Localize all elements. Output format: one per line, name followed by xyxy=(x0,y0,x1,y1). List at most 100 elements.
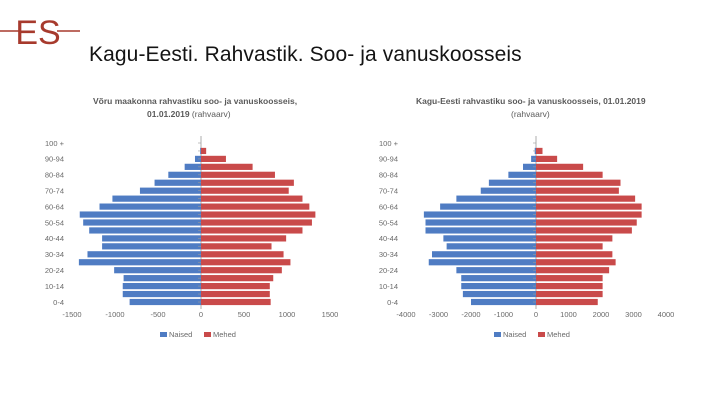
bar-mehed-35-39 xyxy=(536,243,603,250)
bar-mehed-55-59 xyxy=(201,211,316,218)
bar-naised-0-4 xyxy=(129,298,201,306)
y-tick-label: 50-54 xyxy=(45,218,64,227)
logo-text: ES xyxy=(15,14,60,52)
y-tick-label: 60-64 xyxy=(45,202,64,211)
legend-swatch-naised xyxy=(160,332,167,337)
bar-mehed-60-64 xyxy=(536,203,642,210)
legend-swatch-mehed xyxy=(538,332,545,337)
bar-mehed-85-89 xyxy=(201,163,253,170)
y-tick-label: 20-24 xyxy=(45,266,64,275)
bar-mehed-5-9 xyxy=(536,290,603,298)
bar-mehed-20-24 xyxy=(201,267,282,274)
bar-mehed-55-59 xyxy=(536,211,642,218)
y-tick-label: 100 + xyxy=(379,139,399,148)
bar-mehed-0-4 xyxy=(536,298,598,306)
bar-mehed-85-89 xyxy=(536,163,584,170)
bar-naised-30-34 xyxy=(87,251,201,258)
bar-naised-45-49 xyxy=(89,227,201,234)
bar-mehed-45-49 xyxy=(201,227,303,234)
legend-label-naised: Naised xyxy=(503,330,526,339)
x-tick-label: 1500 xyxy=(322,310,339,319)
bar-mehed-65-69 xyxy=(201,195,303,202)
x-tick-label: -4000 xyxy=(396,310,415,319)
bar-mehed-40-44 xyxy=(201,235,287,242)
bar-mehed-40-44 xyxy=(536,235,613,242)
y-tick-label: 20-24 xyxy=(379,266,398,275)
bar-mehed-35-39 xyxy=(201,243,272,250)
chart-title-suffix: (rahvaarv) xyxy=(192,109,231,119)
bar-naised-20-24 xyxy=(456,267,536,274)
bar-naised-40-44 xyxy=(102,235,201,242)
bar-mehed-90-94 xyxy=(536,155,558,163)
bar-naised-60-64 xyxy=(440,203,536,210)
bar-mehed-10-14 xyxy=(536,282,603,290)
y-tick-label: 40-44 xyxy=(379,234,398,243)
bar-mehed-30-34 xyxy=(201,251,284,258)
y-tick-label: 70-74 xyxy=(379,187,398,196)
bar-naised-35-39 xyxy=(446,243,536,250)
legend-label-mehed: Mehed xyxy=(213,330,236,339)
bar-mehed-95-99 xyxy=(536,147,543,155)
x-tick-label: 0 xyxy=(199,310,203,319)
bar-mehed-75-79 xyxy=(536,179,621,186)
y-tick-label: 90-94 xyxy=(45,155,64,164)
x-tick-label: 1000 xyxy=(279,310,296,319)
y-tick-label: 60-64 xyxy=(379,202,398,211)
bar-naised-55-59 xyxy=(423,211,536,218)
y-tick-label: 50-54 xyxy=(379,218,398,227)
bar-naised-25-29 xyxy=(428,259,536,266)
bar-naised-70-74 xyxy=(480,187,536,194)
bar-naised-35-39 xyxy=(102,243,201,250)
bar-naised-55-59 xyxy=(79,211,201,218)
bar-mehed-15-19 xyxy=(536,275,603,282)
bar-naised-80-84 xyxy=(168,171,201,178)
bar-mehed-75-79 xyxy=(201,179,294,186)
y-tick-label: 30-34 xyxy=(45,250,64,259)
bar-mehed-65-69 xyxy=(536,195,636,202)
bar-mehed-15-19 xyxy=(201,275,274,282)
chart-title-line1: Kagu-Eesti rahvastiku soo- ja vanuskooss… xyxy=(416,96,646,106)
bar-mehed-80-84 xyxy=(201,171,275,178)
x-tick-label: 1000 xyxy=(560,310,577,319)
x-tick-label: 4000 xyxy=(658,310,675,319)
bar-naised-30-34 xyxy=(432,251,536,258)
x-tick-label: -3000 xyxy=(429,310,448,319)
legend-label-naised: Naised xyxy=(169,330,192,339)
x-tick-label: -1500 xyxy=(62,310,81,319)
y-tick-label: 30-34 xyxy=(379,250,398,259)
bar-mehed-95-99 xyxy=(201,147,207,155)
bar-naised-5-9 xyxy=(122,290,201,298)
y-tick-label: 100 + xyxy=(45,139,65,148)
bar-naised-65-69 xyxy=(456,195,536,202)
bar-naised-60-64 xyxy=(99,203,201,210)
bar-mehed-30-34 xyxy=(536,251,613,258)
y-tick-label: 0-4 xyxy=(53,298,64,307)
x-tick-label: -1000 xyxy=(494,310,513,319)
legend-swatch-naised xyxy=(494,332,501,337)
x-tick-label: 0 xyxy=(534,310,538,319)
y-tick-label: 10-14 xyxy=(45,282,64,291)
bar-naised-65-69 xyxy=(112,195,201,202)
bar-naised-15-19 xyxy=(461,275,536,282)
bar-naised-50-54 xyxy=(83,219,201,226)
bar-mehed-20-24 xyxy=(536,267,610,274)
bar-mehed-50-54 xyxy=(201,219,312,226)
bar-mehed-80-84 xyxy=(536,171,603,178)
y-tick-label: 80-84 xyxy=(379,171,398,180)
legend-label-mehed: Mehed xyxy=(547,330,570,339)
y-tick-label: 70-74 xyxy=(45,187,64,196)
x-tick-label: -1000 xyxy=(105,310,124,319)
x-tick-label: -2000 xyxy=(461,310,480,319)
y-tick-label: 40-44 xyxy=(45,234,64,243)
bar-naised-10-14 xyxy=(461,282,536,290)
es-logo: ES xyxy=(0,14,80,52)
bar-naised-20-24 xyxy=(114,267,201,274)
bar-naised-40-44 xyxy=(443,235,536,242)
x-tick-label: -500 xyxy=(150,310,165,319)
x-tick-label: 3000 xyxy=(625,310,642,319)
chart-title-line2: 01.01.2019 (rahvaarv) xyxy=(147,109,231,119)
bar-mehed-0-4 xyxy=(201,298,271,306)
bar-naised-50-54 xyxy=(425,219,536,226)
